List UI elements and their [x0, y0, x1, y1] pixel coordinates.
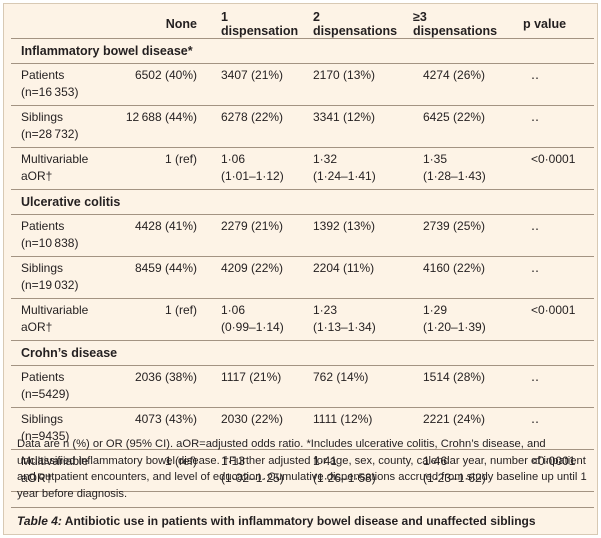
cell-none: 4428 (41%)	[111, 214, 211, 257]
cell-none: 1 (ref)	[111, 147, 211, 190]
table-row: Patients (n=10 838) 4428 (41%) 2279 (21%) 13…	[11, 214, 594, 257]
cell-none: 8459 (44%)	[111, 256, 211, 299]
cell-none: 4073 (43%)	[111, 407, 211, 450]
cell-1-dispensation: 6278 (22%)	[211, 105, 303, 148]
row-label: Patients (n=10 838)	[11, 214, 111, 257]
cell-3plus-dispensations: 4274 (26%)	[403, 63, 513, 106]
table-caption: Table 4: Antibiotic use in patients with…	[17, 514, 536, 528]
cell-1-dispensation: 2030 (22%)	[211, 407, 303, 450]
header-cell-none: None	[111, 10, 211, 39]
header-cell-p-value: p value	[513, 10, 594, 39]
row-label-line: Multivariable	[21, 454, 89, 468]
section-header-row: Ulcerative colitis	[11, 189, 594, 215]
row-label-line: (n=16 353)	[21, 85, 79, 99]
cell-p-value: ‥	[513, 365, 594, 408]
cell-2-dispensations: 1·32 (1·24–1·41)	[303, 147, 403, 190]
row-label-line: aOR†	[21, 320, 53, 334]
cell-3plus-dispensations: 1·46 (1·23–1·62)	[403, 449, 513, 492]
table-footnote: Data are n (%) or OR (95% CI). aOR=adjus…	[17, 438, 587, 500]
row-label-line: Siblings	[21, 261, 64, 275]
table-row: Multivariable aOR† 1 (ref) 1·06 (1·01–1·12)…	[11, 147, 594, 190]
row-label-line: Patients	[21, 68, 65, 82]
row-label-line: aOR†	[21, 169, 53, 183]
header-cell-label	[11, 10, 111, 39]
cell-3plus-dispensations: 1514 (28%)	[403, 365, 513, 408]
table-row: Patients (n=5429) 2036 (38%) 1117 (21%) 762…	[11, 365, 594, 408]
row-label-line: Siblings (n=9435)	[21, 412, 70, 443]
cell-p-value: <0·0001	[513, 449, 594, 492]
cell-none: 1 (ref)	[111, 298, 211, 341]
cell-none: 1 (ref)	[111, 449, 211, 492]
row-label-line: Patients (n=5429)	[21, 370, 70, 401]
cell-none: 2036 (38%)	[111, 365, 211, 408]
cell-2-dispensations: 762 (14%)	[303, 365, 403, 408]
cell-1-dispensation: 1·06 (1·01–1·12)	[211, 147, 303, 190]
cell-2-dispensations: 1·23 (1·13–1·34)	[303, 298, 403, 341]
row-label: Siblings (n=28 732)	[11, 105, 111, 148]
section-header-row: Inflammatory bowel disease*	[11, 38, 594, 64]
cell-p-value: ‥	[513, 105, 594, 148]
table-row: Siblings (n=9435) 4073 (43%) 2030 (22%) 111…	[11, 407, 594, 450]
row-label: Multivariable aOR†	[11, 147, 111, 190]
row-label-line: (n=10 838)	[21, 236, 79, 250]
table-row: Multivariable aOR† 1 (ref) 1·06 (0·99–1·14)…	[11, 298, 594, 341]
cell-2-dispensations: 2170 (13%)	[303, 63, 403, 106]
cell-1-dispensation: 2279 (21%)	[211, 214, 303, 257]
table-frame: None 1 dispensation 2 dispensations ≥3 d…	[3, 3, 598, 535]
cell-p-value: ‥	[513, 407, 594, 450]
row-label-line: (n=28 732)	[21, 127, 79, 141]
cell-p-value: ‥	[513, 63, 594, 106]
caption-divider	[11, 507, 594, 508]
table-row: Multivariable aOR† 1 (ref) 1·13 (1·02–1·25)…	[11, 449, 594, 492]
section-title: Ulcerative colitis	[11, 189, 594, 215]
header-row: None 1 dispensation 2 dispensations ≥3 d…	[11, 10, 594, 39]
cell-none: 6502 (40%)	[111, 63, 211, 106]
cell-p-value: <0·0001	[513, 147, 594, 190]
section-title: Inflammatory bowel disease*	[11, 38, 594, 64]
header-cell-3plus-dispensations: ≥3 dispensations	[403, 10, 513, 39]
row-label-line: (n=19 032)	[21, 278, 79, 292]
row-label-line: Multivariable	[21, 152, 89, 166]
row-label-line: aOR†	[21, 471, 53, 485]
section-title: Crohn’s disease	[11, 340, 594, 366]
cell-3plus-dispensations: 2739 (25%)	[403, 214, 513, 257]
table-row: Patients (n=16 353) 6502 (40%) 3407 (21%) 21…	[11, 63, 594, 106]
cell-3plus-dispensations: 2221 (24%)	[403, 407, 513, 450]
table-row: Siblings (n=28 732) 12 688 (44%) 6278 (22%)…	[11, 105, 594, 148]
results-table: None 1 dispensation 2 dispensations ≥3 d…	[11, 10, 594, 492]
cell-1-dispensation: 4209 (22%)	[211, 256, 303, 299]
row-label-line: Siblings	[21, 110, 64, 124]
row-label: Siblings (n=19 032)	[11, 256, 111, 299]
header-cell-2-dispensations: 2 dispensations	[303, 10, 403, 39]
cell-none: 12 688 (44%)	[111, 105, 211, 148]
row-label: Patients (n=16 353)	[11, 63, 111, 106]
cell-1-dispensation: 3407 (21%)	[211, 63, 303, 106]
cell-2-dispensations: 1392 (13%)	[303, 214, 403, 257]
table-row: Siblings (n=19 032) 8459 (44%) 4209 (22%) 22…	[11, 256, 594, 299]
cell-3plus-dispensations: 1·35 (1·28–1·43)	[403, 147, 513, 190]
cell-1-dispensation: 1·13 (1·02–1·25)	[211, 449, 303, 492]
cell-1-dispensation: 1·06 (0·99–1·14)	[211, 298, 303, 341]
row-label-line: Patients	[21, 219, 65, 233]
cell-1-dispensation: 1117 (21%)	[211, 365, 303, 408]
cell-2-dispensations: 2204 (11%)	[303, 256, 403, 299]
cell-3plus-dispensations: 6425 (22%)	[403, 105, 513, 148]
row-label: Multivariable aOR†	[11, 298, 111, 341]
cell-2-dispensations: 1·41 (1·26–1·58)	[303, 449, 403, 492]
cell-2-dispensations: 1111 (12%)	[303, 407, 403, 450]
header-cell-1-dispensation: 1 dispensation	[211, 10, 303, 39]
cell-3plus-dispensations: 4160 (22%)	[403, 256, 513, 299]
caption-text: Antibiotic use in patients with inflamma…	[61, 514, 536, 528]
cell-p-value: ‥	[513, 256, 594, 299]
row-label: Patients (n=5429)	[11, 365, 111, 408]
cell-p-value: ‥	[513, 214, 594, 257]
cell-p-value: <0·0001	[513, 298, 594, 341]
cell-3plus-dispensations: 1·29 (1·20–1·39)	[403, 298, 513, 341]
section-header-row: Crohn’s disease	[11, 340, 594, 366]
row-label-line: Multivariable	[21, 303, 89, 317]
cell-2-dispensations: 3341 (12%)	[303, 105, 403, 148]
row-label: Siblings (n=9435)	[11, 407, 111, 450]
row-label: Multivariable aOR†	[11, 449, 111, 492]
caption-label: Table 4:	[17, 514, 62, 528]
